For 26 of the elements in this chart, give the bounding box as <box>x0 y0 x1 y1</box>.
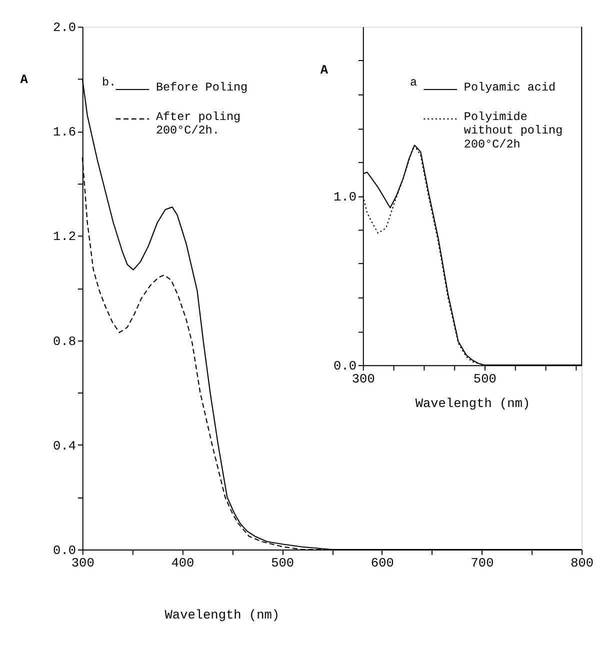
y-tick-label: 1.2 <box>53 229 76 244</box>
x-tick-label: 600 <box>370 556 394 571</box>
x-tick-label: 500 <box>473 371 496 386</box>
x-tick-label: 300 <box>352 371 375 386</box>
legend-label: Polyimide without poling 200°C/2h <box>464 110 563 152</box>
y-tick-label: 0.0 <box>334 358 357 374</box>
legend-label: After poling 200°C/2h. <box>156 110 241 138</box>
x-axis-title: Wavelength (nm) <box>164 608 280 623</box>
x-axis-title: Wavelength (nm) <box>415 396 530 411</box>
y-tick-label: 2.0 <box>53 20 76 36</box>
x-tick-label: 300 <box>71 556 94 571</box>
y-axis-title: A <box>20 72 28 88</box>
x-tick-label: 400 <box>171 556 194 571</box>
y-tick-label: 0.0 <box>53 542 76 558</box>
y-tick-label: 0.4 <box>53 438 76 454</box>
y-tick-label: 1.6 <box>53 124 76 140</box>
x-tick-label: 700 <box>470 556 494 571</box>
x-tick-label: 500 <box>271 556 294 571</box>
y-axis-title: A <box>320 62 328 78</box>
x-tick-label: 800 <box>570 556 594 571</box>
legend-label: Before Poling <box>156 80 248 94</box>
y-tick-label: 1.0 <box>334 189 357 204</box>
legend-label: Polyamic acid <box>464 80 556 94</box>
legend-title: b. <box>102 76 116 90</box>
legend-title: a <box>410 76 418 90</box>
y-tick-label: 0.8 <box>53 334 76 349</box>
